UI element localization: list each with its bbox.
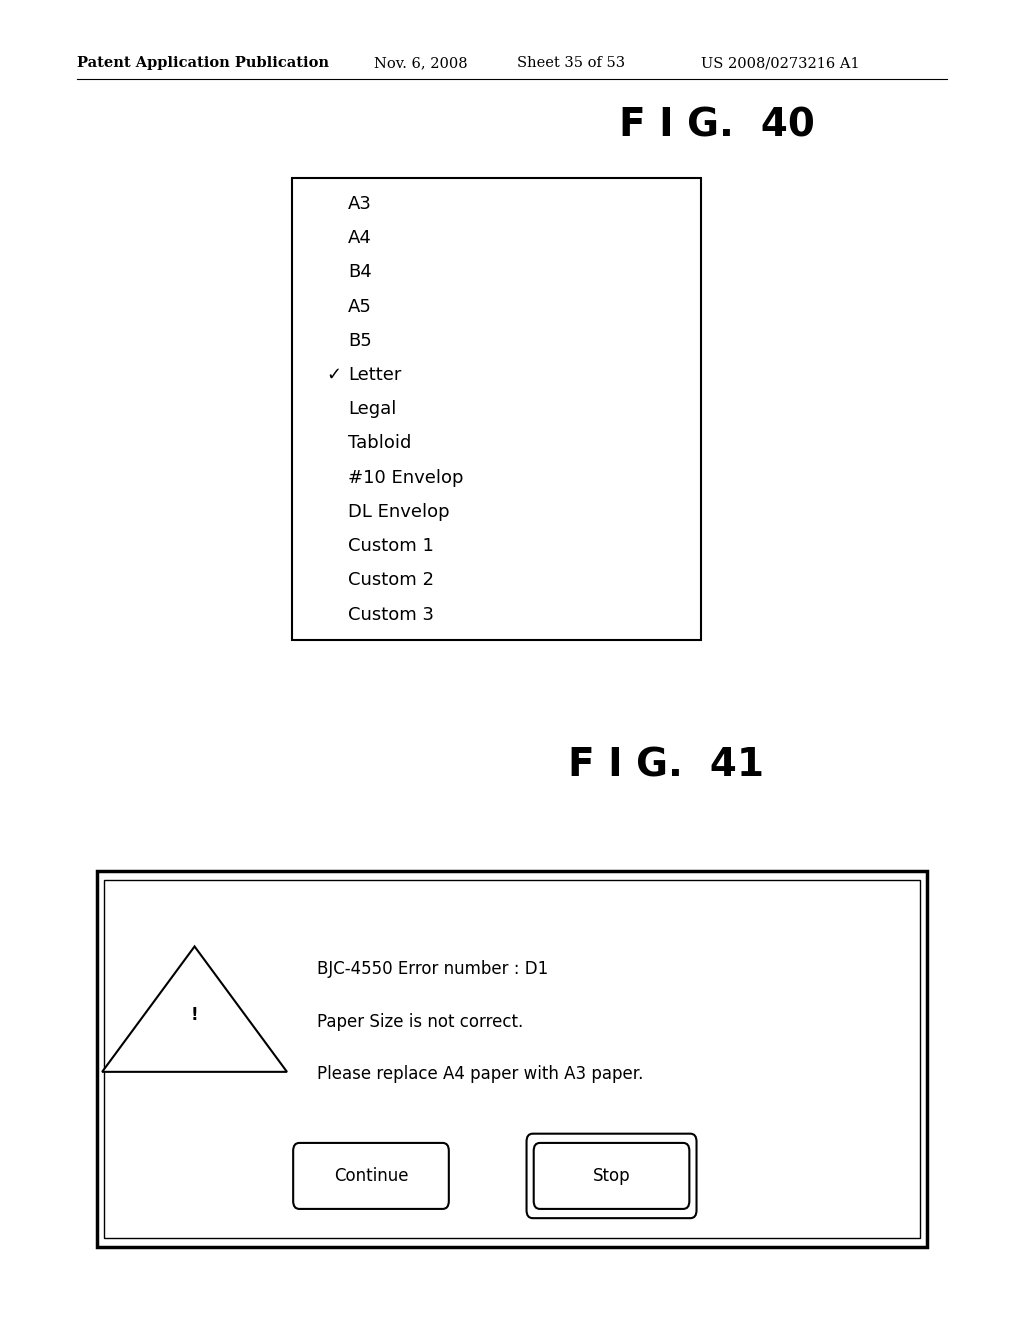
Text: A5: A5 xyxy=(348,297,372,315)
Bar xyxy=(292,178,701,640)
Text: Custom 1: Custom 1 xyxy=(348,537,434,556)
FancyBboxPatch shape xyxy=(526,1134,696,1218)
Text: Continue: Continue xyxy=(334,1167,409,1185)
Text: US 2008/0273216 A1: US 2008/0273216 A1 xyxy=(701,57,860,70)
Bar xyxy=(97,871,927,1247)
Text: Patent Application Publication: Patent Application Publication xyxy=(77,57,329,70)
Bar xyxy=(104,880,920,1238)
Text: Tabloid: Tabloid xyxy=(348,434,412,453)
Text: B5: B5 xyxy=(348,331,372,350)
Text: Please replace A4 paper with A3 paper.: Please replace A4 paper with A3 paper. xyxy=(317,1065,644,1084)
Text: Paper Size is not correct.: Paper Size is not correct. xyxy=(317,1012,523,1031)
FancyBboxPatch shape xyxy=(293,1143,449,1209)
Text: Custom 3: Custom 3 xyxy=(348,606,434,623)
Text: DL Envelop: DL Envelop xyxy=(348,503,450,521)
Text: Nov. 6, 2008: Nov. 6, 2008 xyxy=(374,57,467,70)
Polygon shape xyxy=(102,946,287,1072)
Text: F I G.  40: F I G. 40 xyxy=(618,107,815,144)
Text: A3: A3 xyxy=(348,195,372,213)
Text: F I G.  41: F I G. 41 xyxy=(567,747,764,784)
Text: Legal: Legal xyxy=(348,400,396,418)
Text: Letter: Letter xyxy=(348,366,401,384)
FancyBboxPatch shape xyxy=(534,1143,689,1209)
Text: Stop: Stop xyxy=(593,1167,631,1185)
Text: #10 Envelop: #10 Envelop xyxy=(348,469,464,487)
Text: B4: B4 xyxy=(348,263,372,281)
Text: BJC-4550 Error number : D1: BJC-4550 Error number : D1 xyxy=(317,960,549,978)
Text: Sheet 35 of 53: Sheet 35 of 53 xyxy=(517,57,626,70)
Text: ✓: ✓ xyxy=(326,366,341,384)
Text: !: ! xyxy=(190,1006,199,1024)
Text: Custom 2: Custom 2 xyxy=(348,572,434,589)
Text: A4: A4 xyxy=(348,230,372,247)
